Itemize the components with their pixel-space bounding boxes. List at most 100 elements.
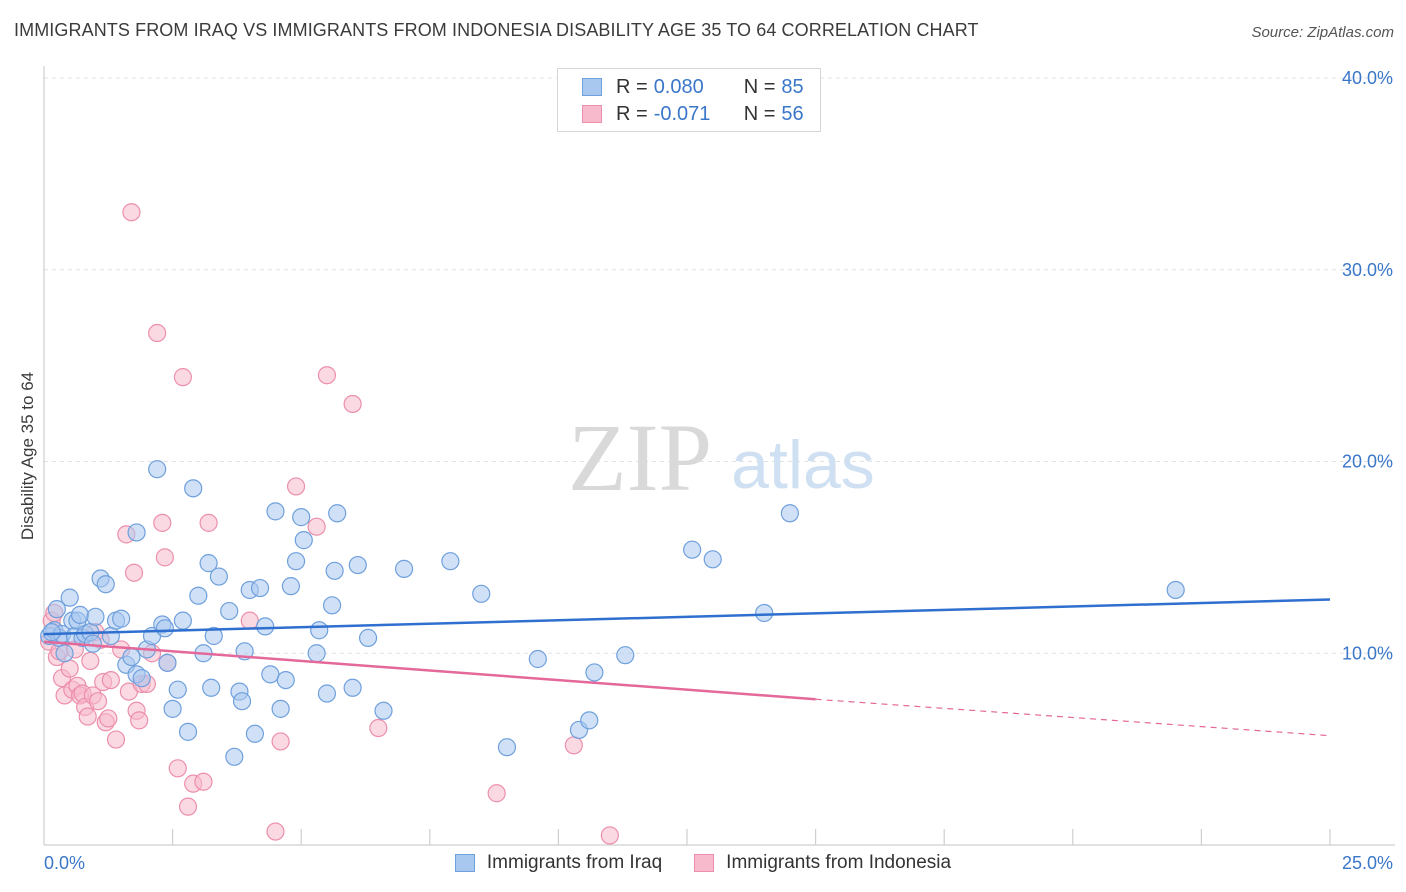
data-point-indonesia	[199, 513, 218, 532]
data-point-iraq	[310, 621, 329, 640]
data-point-iraq	[199, 554, 218, 573]
legend-swatch-indonesia	[694, 854, 715, 872]
legend-r-label: R =	[616, 75, 648, 98]
data-point-iraq	[132, 669, 151, 688]
data-point-iraq	[472, 584, 491, 603]
data-point-indonesia	[106, 730, 126, 749]
data-point-indonesia	[130, 711, 149, 730]
data-point-indonesia	[99, 709, 118, 728]
tick-labels: 10.0% 20.0% 30.0% 40.0% 0.0% 25.0%	[44, 68, 1393, 873]
trend-lines	[43, 598, 1331, 737]
data-point-iraq	[70, 605, 90, 625]
watermark-zip: ZIP	[568, 404, 712, 511]
data-point-indonesia	[487, 784, 506, 803]
legend-r-value: 0.080	[653, 75, 704, 98]
correlation-legend: R = 0.080 N = 85 R = -0.071 N = 56	[557, 68, 821, 132]
data-point-iraq	[250, 578, 270, 598]
trend-line-iraq	[43, 598, 1331, 636]
data-point-iraq	[374, 701, 393, 720]
data-point-iraq	[122, 647, 141, 667]
legend-row-indonesia: R = -0.071 N = 56	[582, 101, 804, 127]
legend-item-indonesia[interactable]: Immigrants from Indonesia	[694, 852, 951, 874]
axes	[43, 66, 1395, 846]
data-point-indonesia	[124, 563, 144, 582]
trend-line-indonesia-extension	[815, 698, 1331, 737]
data-point-iraq	[101, 626, 120, 646]
data-point-iraq	[173, 611, 192, 630]
data-point-iraq	[204, 626, 223, 646]
data-point-iraq	[580, 711, 599, 730]
source-label: Source: ZipAtlas.com	[1251, 24, 1394, 41]
data-point-iraq	[83, 634, 102, 653]
data-point-iraq	[232, 692, 252, 711]
data-point-iraq	[322, 596, 342, 615]
data-point-iraq	[168, 680, 187, 699]
y-tick-label: 30.0%	[1342, 260, 1393, 280]
data-point-iraq	[158, 653, 177, 672]
data-point-iraq	[155, 619, 174, 638]
data-point-iraq	[528, 649, 547, 669]
data-point-indonesia	[564, 736, 583, 755]
grid-lines	[44, 77, 1395, 654]
data-point-indonesia	[155, 548, 174, 567]
data-point-iraq	[245, 724, 265, 743]
data-point-indonesia	[271, 732, 290, 751]
trend-line-indonesia	[43, 640, 816, 701]
data-point-iraq	[86, 607, 105, 626]
legend-item-iraq[interactable]: Immigrants from Iraq	[454, 852, 663, 874]
data-point-iraq	[42, 623, 61, 642]
data-point-iraq	[271, 699, 290, 718]
data-point-iraq	[394, 559, 414, 578]
y-tick-label: 20.0%	[1342, 452, 1393, 472]
data-point-indonesia	[343, 394, 362, 414]
y-tick-label: 40.0%	[1342, 68, 1393, 88]
data-point-iraq	[325, 561, 344, 580]
legend-r-value: -0.071	[653, 102, 711, 125]
x-tick-label: 25.0%	[1342, 853, 1393, 873]
legend-swatch-iraq	[454, 854, 475, 872]
data-point-iraq	[220, 601, 239, 621]
data-point-iraq	[441, 552, 460, 571]
legend-n-label: N =	[743, 75, 776, 98]
data-point-iraq	[256, 617, 275, 636]
data-point-indonesia	[286, 477, 306, 496]
legend-label-iraq: Immigrants from Iraq	[486, 852, 663, 873]
data-point-indonesia	[101, 670, 120, 690]
data-point-indonesia	[317, 366, 337, 385]
data-point-indonesia	[600, 826, 619, 845]
data-point-indonesia	[60, 659, 79, 678]
data-point-indonesia	[178, 797, 198, 816]
legend-r-label: R =	[616, 102, 648, 125]
data-point-iraq	[328, 504, 347, 523]
data-point-iraq	[225, 747, 244, 766]
data-point-iraq	[209, 567, 228, 586]
data-point-iraq	[127, 523, 146, 542]
data-point-iraq	[189, 586, 208, 605]
data-point-iraq	[755, 603, 774, 623]
data-point-iraq	[55, 644, 74, 663]
data-point-indonesia	[266, 822, 285, 841]
data-point-iraq	[184, 479, 203, 498]
data-point-iraq	[292, 508, 311, 527]
data-point-iraq	[60, 588, 79, 607]
data-point-iraq	[47, 600, 66, 619]
data-point-indonesia	[369, 718, 388, 738]
data-point-indonesia	[81, 651, 100, 671]
chart-title: IMMIGRANTS FROM IRAQ VS IMMIGRANTS FROM …	[14, 20, 979, 40]
data-point-indonesia	[307, 517, 326, 536]
watermark-atlas: atlas	[731, 427, 875, 503]
data-point-iraq	[497, 738, 517, 757]
data-point-indonesia	[122, 203, 141, 222]
data-point-iraq	[148, 460, 167, 479]
data-point-indonesia	[240, 611, 259, 630]
data-point-iraq	[261, 665, 280, 684]
data-point-iraq	[343, 678, 362, 697]
data-point-iraq	[616, 646, 635, 665]
data-point-indonesia	[173, 368, 192, 387]
data-point-iraq	[307, 644, 326, 663]
data-point-iraq	[1166, 580, 1185, 600]
data-point-iraq	[163, 699, 182, 718]
legend-n-value: 56	[781, 102, 804, 125]
legend-row-iraq: R = 0.080 N = 85	[582, 74, 804, 100]
